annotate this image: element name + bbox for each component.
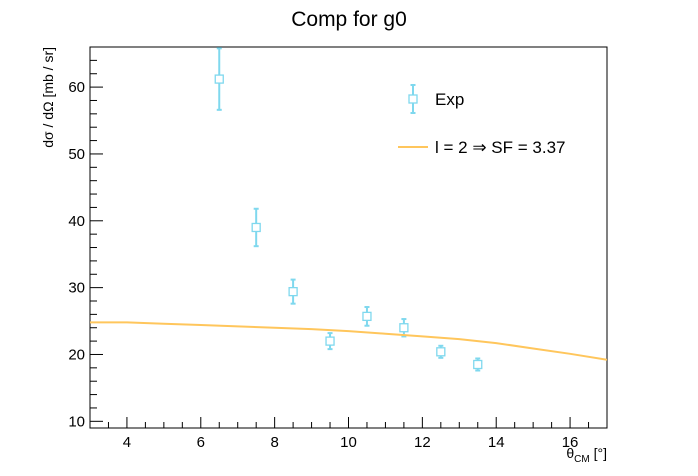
y-tick-label: 30 — [68, 280, 85, 297]
y-axis-title: dσ / dΩ [mb / sr] — [40, 47, 56, 148]
plot-content — [90, 47, 607, 372]
chart-title: Comp for g0 — [291, 8, 407, 31]
x-tick-label: 12 — [414, 434, 431, 451]
x-tick-label: 6 — [197, 434, 205, 451]
legend-exp-marker — [408, 94, 418, 104]
x-tick-label: 4 — [123, 434, 131, 451]
x-tick-label: 8 — [270, 434, 278, 451]
data-point — [436, 347, 446, 357]
x-tick-label: 10 — [340, 434, 357, 451]
x-axis-title: θCM [°] — [566, 445, 607, 465]
y-tick-label: 40 — [68, 213, 85, 230]
legend-exp-label: Exp — [435, 90, 464, 109]
data-point — [325, 336, 335, 346]
legend: Exp l = 2 ⇒ SF = 3.37 — [398, 84, 565, 157]
plot-frame — [89, 46, 608, 429]
legend-fit-label: l = 2 ⇒ SF = 3.37 — [435, 138, 565, 157]
data-point — [214, 74, 224, 84]
y-tick-label: 50 — [68, 146, 85, 163]
y-tick-label: 20 — [68, 346, 85, 363]
data-point — [288, 286, 298, 297]
x-tick-label: 16 — [562, 434, 579, 451]
y-tick-label: 10 — [68, 413, 85, 430]
x-tick-label: 14 — [488, 434, 505, 451]
data-point — [473, 359, 483, 370]
data-point — [399, 323, 409, 333]
data-point — [362, 311, 372, 322]
y-tick-label: 60 — [68, 79, 85, 96]
fit-curve — [90, 321, 607, 361]
plot-area: 4 6 8 10 12 14 16 10 20 30 40 50 60 θCM [°] dσ / dΩ [m… — [40, 46, 608, 465]
data-point — [251, 222, 261, 233]
